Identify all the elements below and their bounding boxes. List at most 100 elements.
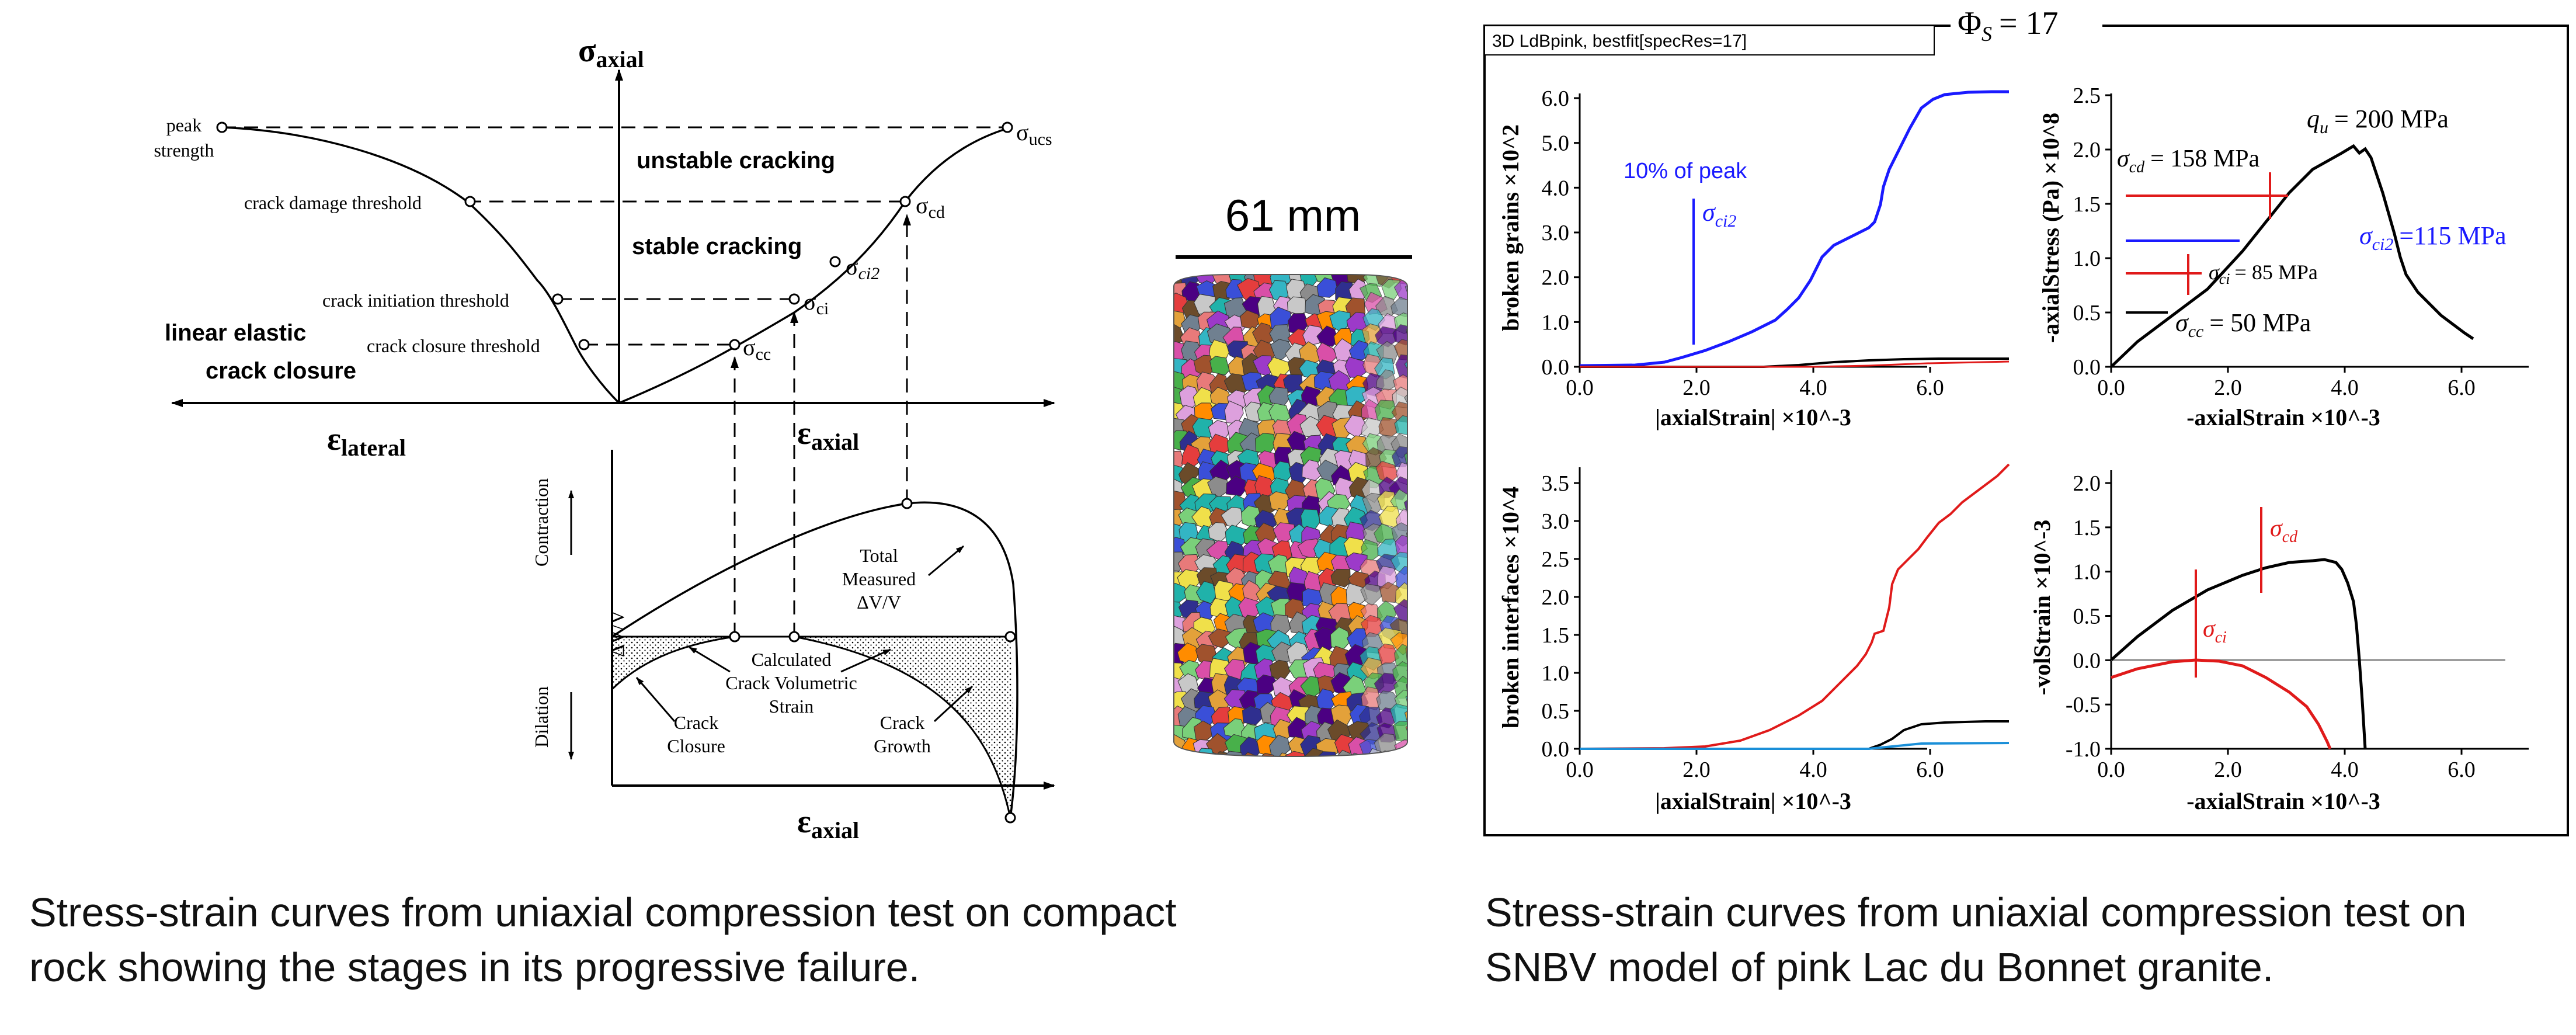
bl-y-tick-label: 3.0	[1542, 509, 1570, 534]
tl-y-tick-label: 5.0	[1542, 131, 1570, 156]
tr-x-tick-label: 6.0	[2448, 376, 2476, 400]
volumetric-strain-plot: -1.0 -0.5 0.0 0.5 1.0 1.5 2.0 0.0 2.0 4.0 6.0 -axi…	[2029, 470, 2529, 814]
tl-y-tick-label: 2.0	[1542, 266, 1570, 290]
tr-y-tick-label: 0.0	[2073, 355, 2101, 380]
tl-x-tick-label: 4.0	[1799, 376, 1827, 400]
br-y-tick-label: 1.0	[2073, 560, 2101, 585]
grain	[1253, 753, 1278, 756]
bl-x-tick-label: 6.0	[1916, 758, 1944, 782]
grain	[1406, 628, 1407, 651]
crack-closure-label: Crack Closure	[667, 712, 725, 756]
cc-point	[729, 339, 741, 350]
grain	[1226, 475, 1247, 496]
grain	[1405, 736, 1407, 756]
grain	[1208, 628, 1231, 648]
grain	[1407, 511, 1428, 533]
br-ylabel: -volStrain ×10^-3	[2029, 520, 2055, 695]
tr-qu-label: qu = 200 MPa	[2307, 105, 2449, 137]
closure-stipple	[612, 637, 735, 689]
grain	[1410, 370, 1428, 394]
grain	[1406, 678, 1407, 700]
grain	[1410, 752, 1428, 772]
tr-x-tick-label: 4.0	[2331, 376, 2359, 400]
bl-x-tick-label: 0.0	[1566, 758, 1594, 782]
tr-y-tick-label: 1.0	[2073, 246, 2101, 271]
tl-ylabel: broken grains ×10^2	[1497, 124, 1524, 331]
grain	[1406, 555, 1407, 576]
grain	[1404, 386, 1407, 409]
br-scd-label: σcd	[2270, 515, 2298, 546]
crack-growth-arrow	[933, 685, 974, 723]
br-y-tick-label: 0.5	[2073, 605, 2101, 629]
tl-x-tick-label: 6.0	[1916, 376, 1944, 400]
unstable-cracking-label: unstable cracking	[637, 148, 835, 173]
grain	[1409, 433, 1427, 453]
bl-y-tick-label: 1.5	[1542, 623, 1570, 648]
bl-x-tick-label: 4.0	[1799, 758, 1827, 782]
bl-blue-curve	[1580, 742, 2010, 750]
grain	[1404, 707, 1407, 731]
stable-cracking-label: stable cracking	[632, 234, 802, 259]
axial-stress-curve	[618, 127, 1008, 404]
eps-axial-label: εaxial	[797, 415, 859, 455]
grain	[1394, 739, 1407, 756]
sigma-cd-label: σcd	[916, 192, 945, 222]
sigma-axial-label: σaxial	[578, 33, 644, 72]
grain	[1409, 342, 1427, 366]
end-baseline-point	[1004, 631, 1016, 642]
phi-label: ΦS = 17	[1958, 5, 2059, 46]
grain	[1223, 751, 1246, 756]
grain	[1395, 354, 1407, 379]
grain	[1316, 277, 1339, 298]
grain	[1254, 475, 1277, 498]
calculated-label: Calculated Crack Volumetric Strain	[725, 649, 857, 717]
caption-left: Stress-strain curves from uniaxial compr…	[29, 890, 1177, 990]
specimen-image: 61 mm	[1173, 191, 1432, 772]
grain	[1395, 565, 1407, 590]
tr-ylabel: -axialStress (Pa) ×10^8	[2038, 113, 2064, 343]
crack-closure-region-label: crack closure	[206, 358, 356, 384]
bl-x-tick-label: 2.0	[1682, 758, 1711, 782]
br-xlabel: -axialStrain ×10^-3	[2186, 788, 2380, 814]
eps-axial-bottom-label: εaxial	[797, 804, 859, 843]
tr-sci-label: σci = 85 MPa	[2209, 261, 2318, 287]
grain	[1407, 400, 1430, 421]
sigma-ci2-label: σci2	[846, 253, 879, 283]
grain	[1409, 541, 1432, 563]
grain	[1393, 599, 1407, 623]
tr-y-tick-label: 2.5	[2073, 84, 2101, 108]
grain	[1405, 691, 1407, 712]
grain	[1405, 275, 1407, 289]
bl-y-tick-label: 0.0	[1542, 737, 1570, 762]
grain	[1174, 751, 1188, 756]
grain	[1375, 750, 1396, 756]
growth-stipple	[794, 637, 1014, 818]
grain	[1404, 449, 1407, 471]
ucs-point	[1002, 121, 1013, 133]
grain	[1181, 751, 1206, 756]
sigma-ucs-label: σucs	[1016, 119, 1052, 149]
br-x-tick-label: 4.0	[2331, 758, 2359, 782]
tr-x-tick-label: 0.0	[2097, 376, 2125, 400]
br-x-tick-label: 2.0	[2214, 758, 2242, 782]
bl-y-tick-label: 2.5	[1542, 547, 1570, 572]
cc-baseline-point	[729, 631, 741, 642]
caption-right: Stress-strain curves from uniaxial compr…	[1485, 890, 2467, 990]
grain	[1381, 279, 1402, 300]
tl-note: 10% of peak	[1624, 159, 1747, 183]
tr-xlabel: -axialStrain ×10^-3	[2186, 404, 2380, 430]
grain	[1347, 752, 1370, 756]
total-volumetric-curve	[611, 501, 1018, 818]
crack-initiation-label: crack initiation threshold	[322, 290, 509, 311]
panel-frame	[1483, 25, 2569, 836]
tr-y-tick-label: 2.0	[2073, 138, 2101, 162]
grain	[1404, 355, 1407, 376]
grain	[1330, 568, 1351, 588]
grain	[1394, 415, 1407, 436]
grain	[1408, 479, 1429, 503]
tl-red-curve	[1580, 360, 2010, 368]
crack-growth-label: Crack Growth	[874, 712, 931, 756]
crack-closure-threshold-label: crack closure threshold	[367, 335, 540, 356]
grain	[1360, 584, 1382, 606]
bl-y-tick-label: 1.0	[1542, 661, 1570, 686]
